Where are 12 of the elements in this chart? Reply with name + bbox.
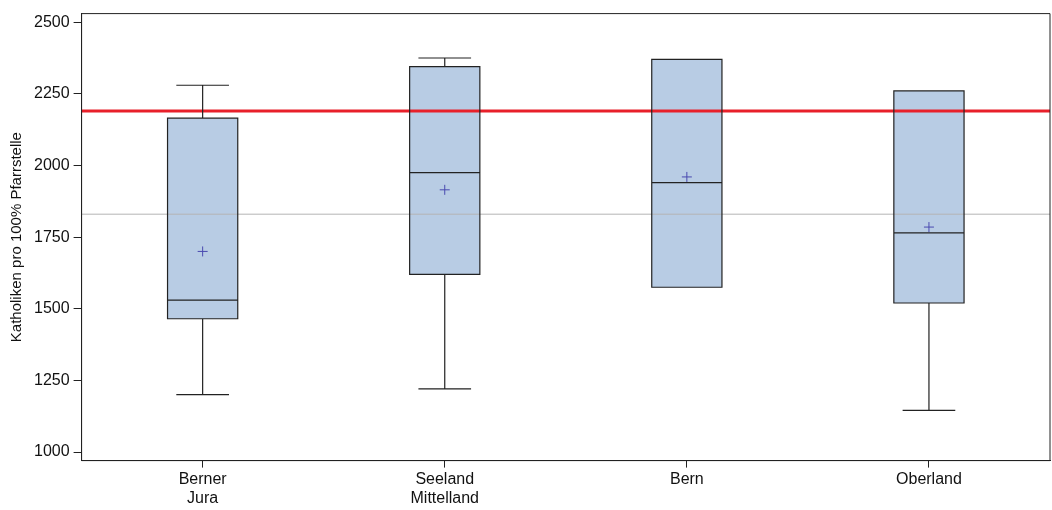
y-tick-label: 1750 bbox=[34, 227, 70, 245]
x-tick-label: Bern bbox=[669, 469, 704, 487]
x-tick-label: Seeland Mittelland bbox=[410, 469, 479, 506]
y-tick-label: 2000 bbox=[34, 155, 70, 173]
y-tick-label: 2250 bbox=[34, 84, 70, 102]
y-tick-label: 2500 bbox=[34, 12, 70, 30]
y-axis-title: Katholiken pro 100% Pfarrstelle bbox=[7, 132, 25, 343]
x-tick-label: Berner Jura bbox=[178, 469, 228, 506]
y-tick-label: 1250 bbox=[34, 370, 70, 388]
x-tick-label: Oberland bbox=[896, 469, 962, 487]
y-tick-label: 1500 bbox=[34, 299, 70, 317]
y-tick-label: 1000 bbox=[34, 442, 70, 460]
